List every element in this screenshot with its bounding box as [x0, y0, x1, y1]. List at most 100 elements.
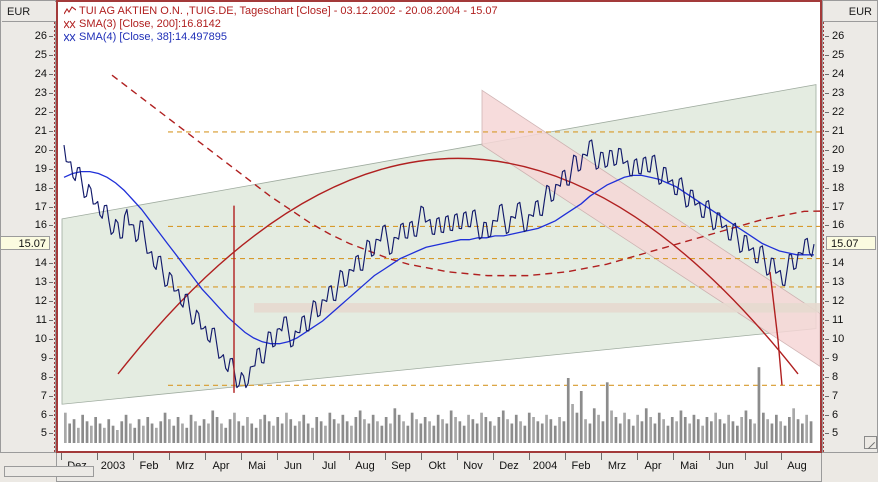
y-axis-label: 16: [34, 219, 47, 232]
support-band: [254, 303, 820, 313]
date-axis-label: Mai: [680, 460, 698, 472]
volume-bar: [263, 414, 267, 443]
y-axis-tick: [825, 74, 829, 76]
plot-canvas: [58, 2, 820, 451]
y-axis-tick: [825, 111, 829, 113]
volume-bar: [280, 423, 284, 443]
date-axis-label: Sep: [391, 460, 411, 472]
volume-bar: [358, 410, 362, 443]
y-axis-tick: [49, 433, 53, 435]
arc-tail: [769, 271, 783, 386]
volume-bar: [740, 417, 743, 443]
y-axis-tick: [49, 263, 53, 265]
volume-bar: [618, 423, 622, 443]
price-axis-left[interactable]: EUR 26 25 24 23 22 21 20 19 18 17 16 14 13 12 11 10 9 8 7 6…: [0, 0, 56, 453]
date-tick: [493, 453, 494, 460]
chart-legend: TUI AG AKTIEN O.N. ,TUIG.DE, Tageschart …: [64, 5, 498, 44]
y-axis-tick: [825, 187, 829, 189]
volume-bar: [150, 423, 154, 443]
volume-bar: [588, 423, 592, 443]
date-tick: [313, 453, 314, 460]
y-axis-tick: [825, 320, 829, 322]
xx-glyph-icon-slow: [64, 19, 76, 30]
legend-sma-slow-row: SMA(3) [Close, 200]:16.8142: [64, 18, 498, 31]
volume-bar: [393, 408, 397, 443]
y-axis-tick: [49, 395, 53, 397]
volume-bar: [384, 417, 388, 443]
volume-bar: [202, 419, 206, 443]
volume-bar: [462, 425, 466, 443]
volume-bar: [705, 417, 709, 443]
date-tick: [385, 453, 386, 460]
y-axis-rail: [54, 22, 55, 453]
y-axis-tick: [825, 130, 829, 132]
y-axis-label: 14: [34, 257, 47, 270]
y-axis-tick: [825, 36, 829, 38]
date-axis-label: Jul: [753, 460, 769, 472]
date-tick: [781, 453, 782, 460]
volume-bar: [636, 414, 639, 443]
date-tick: [349, 453, 350, 460]
volume-bar: [762, 412, 765, 443]
volume-bar: [198, 425, 202, 443]
y-axis-tick: [49, 55, 53, 57]
volume-bar: [237, 421, 241, 443]
volume-bar: [536, 421, 540, 443]
volume-bar: [558, 417, 561, 443]
plot-area[interactable]: TUI AG AKTIEN O.N. ,TUIG.DE, Tageschart …: [56, 0, 877, 453]
volume-bar: [402, 421, 405, 443]
date-tick: [637, 453, 638, 460]
y-axis-tick: [49, 225, 53, 227]
date-tick: [745, 453, 746, 460]
y-axis-tick: [825, 414, 829, 416]
volume-bar: [241, 425, 245, 443]
volume-bar: [185, 427, 189, 443]
volume-bar: [549, 419, 553, 443]
y-axis-label: 21: [34, 124, 47, 137]
date-axis-label: Apr: [212, 460, 230, 472]
y-axis-tick: [825, 149, 829, 151]
volume-bar: [345, 421, 349, 443]
y-axis-label: 11: [832, 314, 844, 327]
y-axis-label: 16: [832, 219, 845, 232]
date-axis-label: Dez: [499, 460, 519, 472]
y-axis-label: 22: [832, 105, 845, 118]
volume-bar: [419, 423, 423, 443]
volume-bar: [436, 414, 440, 443]
y-axis-tick: [49, 282, 53, 284]
volume-bar: [627, 419, 631, 443]
volume-bar: [523, 425, 527, 443]
sma-fast-line: [63, 170, 815, 345]
volume-bar: [354, 417, 358, 443]
volume-bar: [98, 423, 102, 443]
volume-bar: [553, 425, 557, 443]
volume-bar: [233, 412, 236, 443]
date-tick: [457, 453, 458, 460]
volume-bar: [592, 408, 596, 443]
y-axis-label: 24: [34, 68, 47, 81]
resize-handle[interactable]: [864, 436, 877, 449]
y-axis-label: 12: [34, 295, 47, 308]
volume-bar: [605, 382, 609, 443]
y-axis-label: 18: [34, 181, 47, 194]
volume-bar: [298, 421, 301, 443]
horizontal-scrollbar[interactable]: [4, 466, 94, 477]
volume-bar: [562, 421, 566, 443]
volume-bar: [644, 408, 648, 443]
chart-svg: [61, 74, 820, 443]
y-axis-tick: [825, 357, 829, 359]
volume-bar: [432, 425, 436, 443]
date-axis-label: Apr: [644, 460, 662, 472]
current-price-label: 15.07: [826, 236, 876, 251]
date-axis[interactable]: Dez2003FebMrzAprMaiJunJulAugSepOktNovDez…: [56, 453, 822, 482]
volume-bar: [449, 410, 453, 443]
volume-bar: [792, 408, 795, 443]
y-axis-tick: [825, 301, 829, 303]
y-axis-label: 19: [832, 162, 845, 175]
y-axis-tick: [49, 93, 53, 95]
price-axis-right[interactable]: EUR 26 25 24 23 22 21 20 19 18 17 16 14 13 12 11 10 9 8 7 6…: [822, 0, 878, 453]
volume-bar: [77, 427, 80, 443]
y-axis-label: 23: [832, 87, 845, 100]
date-axis-label: Mrz: [607, 460, 627, 472]
volume-bar: [796, 419, 800, 443]
